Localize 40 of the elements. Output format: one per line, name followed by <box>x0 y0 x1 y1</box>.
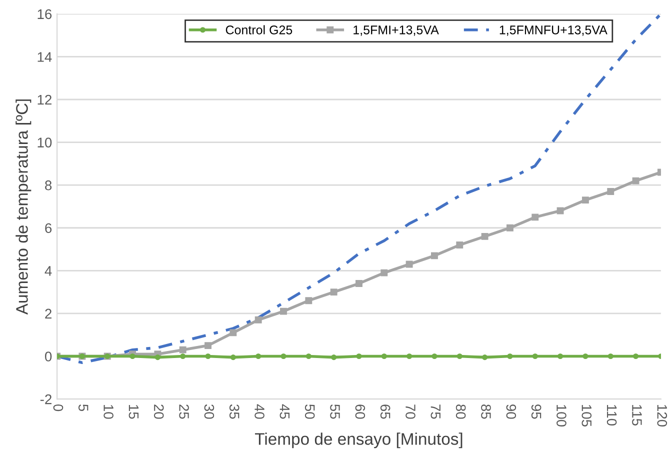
x-tick-label: 0 <box>53 404 64 412</box>
x-tick-label: 20 <box>154 404 164 419</box>
x-tick-label: 30 <box>204 404 214 419</box>
y-tick-label: 2 <box>45 308 52 318</box>
x-tick-label: 80 <box>456 404 466 419</box>
y-tick-label: 4 <box>44 266 52 276</box>
x-tick-label: 110 <box>606 404 617 426</box>
x-tick-label: 25 <box>179 404 189 419</box>
x-tick-label: 5 <box>78 404 88 412</box>
x-tick-label: 65 <box>380 404 390 419</box>
x-tick-label: 95 <box>531 404 542 419</box>
y-tick-label: 12 <box>38 94 52 105</box>
legend-label: 1,5FMI+13,5VA <box>354 26 439 36</box>
x-tick-label: 75 <box>430 404 440 419</box>
y-tick-label: 8 <box>45 180 52 190</box>
y-axis-title: Aumento de temperatura [ºC] <box>16 99 32 315</box>
x-tick-label: 70 <box>406 404 416 419</box>
x-tick-label: 55 <box>330 404 340 419</box>
x-tick-label: 100 <box>556 404 566 427</box>
legend-label: Control G25 <box>226 25 292 34</box>
y-tick-label: 0 <box>44 352 52 362</box>
x-tick-label: 45 <box>280 404 290 419</box>
x-tick-label: 105 <box>582 404 592 426</box>
y-tick-label: 6 <box>45 223 52 234</box>
y-tick-label: 10 <box>38 138 52 148</box>
x-tick-label: 60 <box>355 404 366 419</box>
x-tick-label: 50 <box>304 404 315 419</box>
x-axis-title: Tiempo de ensayo [Minutos] <box>254 432 462 448</box>
x-tick-label: 35 <box>229 404 240 419</box>
x-tick-label: 40 <box>254 404 264 419</box>
y-tick-label: 14 <box>38 52 52 62</box>
x-tick-label: 10 <box>104 404 114 419</box>
y-tick-label: 16 <box>38 9 52 20</box>
y-tick-label: -2 <box>40 394 52 404</box>
x-tick-label: 115 <box>632 404 642 426</box>
x-tick-label: 120 <box>657 404 668 427</box>
x-tick-label: 90 <box>506 404 516 419</box>
legend-label: 1,5FMNFU+13,5VA <box>500 26 608 36</box>
x-tick-label: 15 <box>128 404 138 419</box>
x-tick-label: 85 <box>481 404 491 419</box>
